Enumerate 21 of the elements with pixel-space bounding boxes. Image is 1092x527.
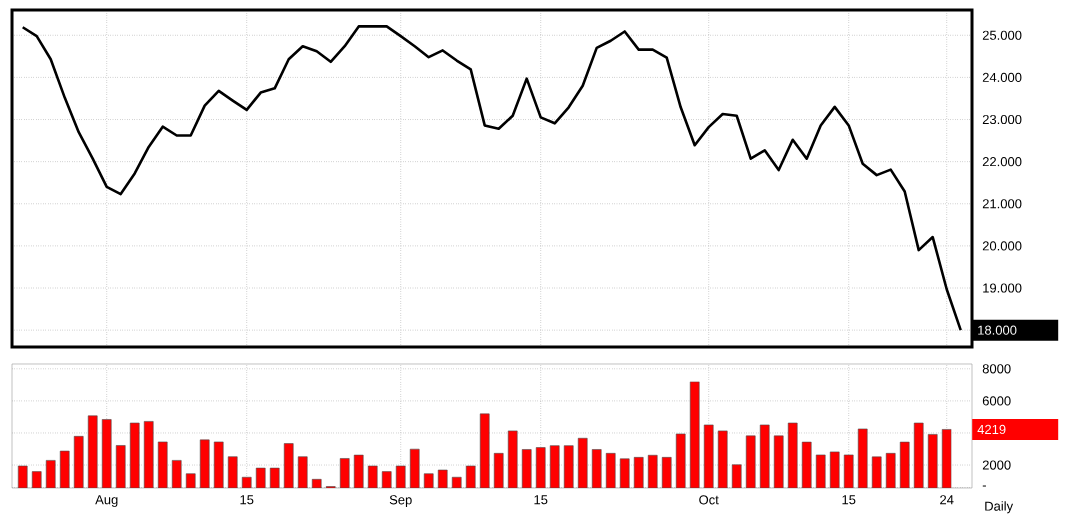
y-tick-label: 20.000: [982, 241, 1022, 251]
y-tick-label: 22.000: [982, 157, 1022, 167]
y-tick-label: 19.000: [983, 283, 1022, 293]
x-tick-label: 15: [534, 495, 548, 505]
x-tick-label: Oct: [699, 495, 719, 505]
y-tick-label: 24.000: [982, 72, 1022, 82]
y-tick-label: 25.000: [982, 30, 1022, 40]
x-tick-label: 15: [240, 495, 254, 505]
x-tick-label: 15: [842, 495, 856, 505]
y-tick-label: 21.000: [982, 199, 1022, 209]
y-tick-label: -: [982, 485, 986, 487]
text: 4219: [977, 424, 1006, 435]
y-tick-label: 6000: [982, 396, 1011, 406]
text: 18.000: [978, 325, 1017, 335]
x-tick-label: 24: [940, 495, 954, 505]
y-tick-label: 2000: [982, 460, 1011, 470]
x-tick-label: Sep: [389, 495, 412, 507]
text: Daily: [985, 501, 1014, 514]
y-tick-label: 8000: [982, 364, 1011, 374]
x-tick-label: Aug: [95, 495, 118, 507]
y-tick-label: 23.000: [982, 114, 1022, 125]
